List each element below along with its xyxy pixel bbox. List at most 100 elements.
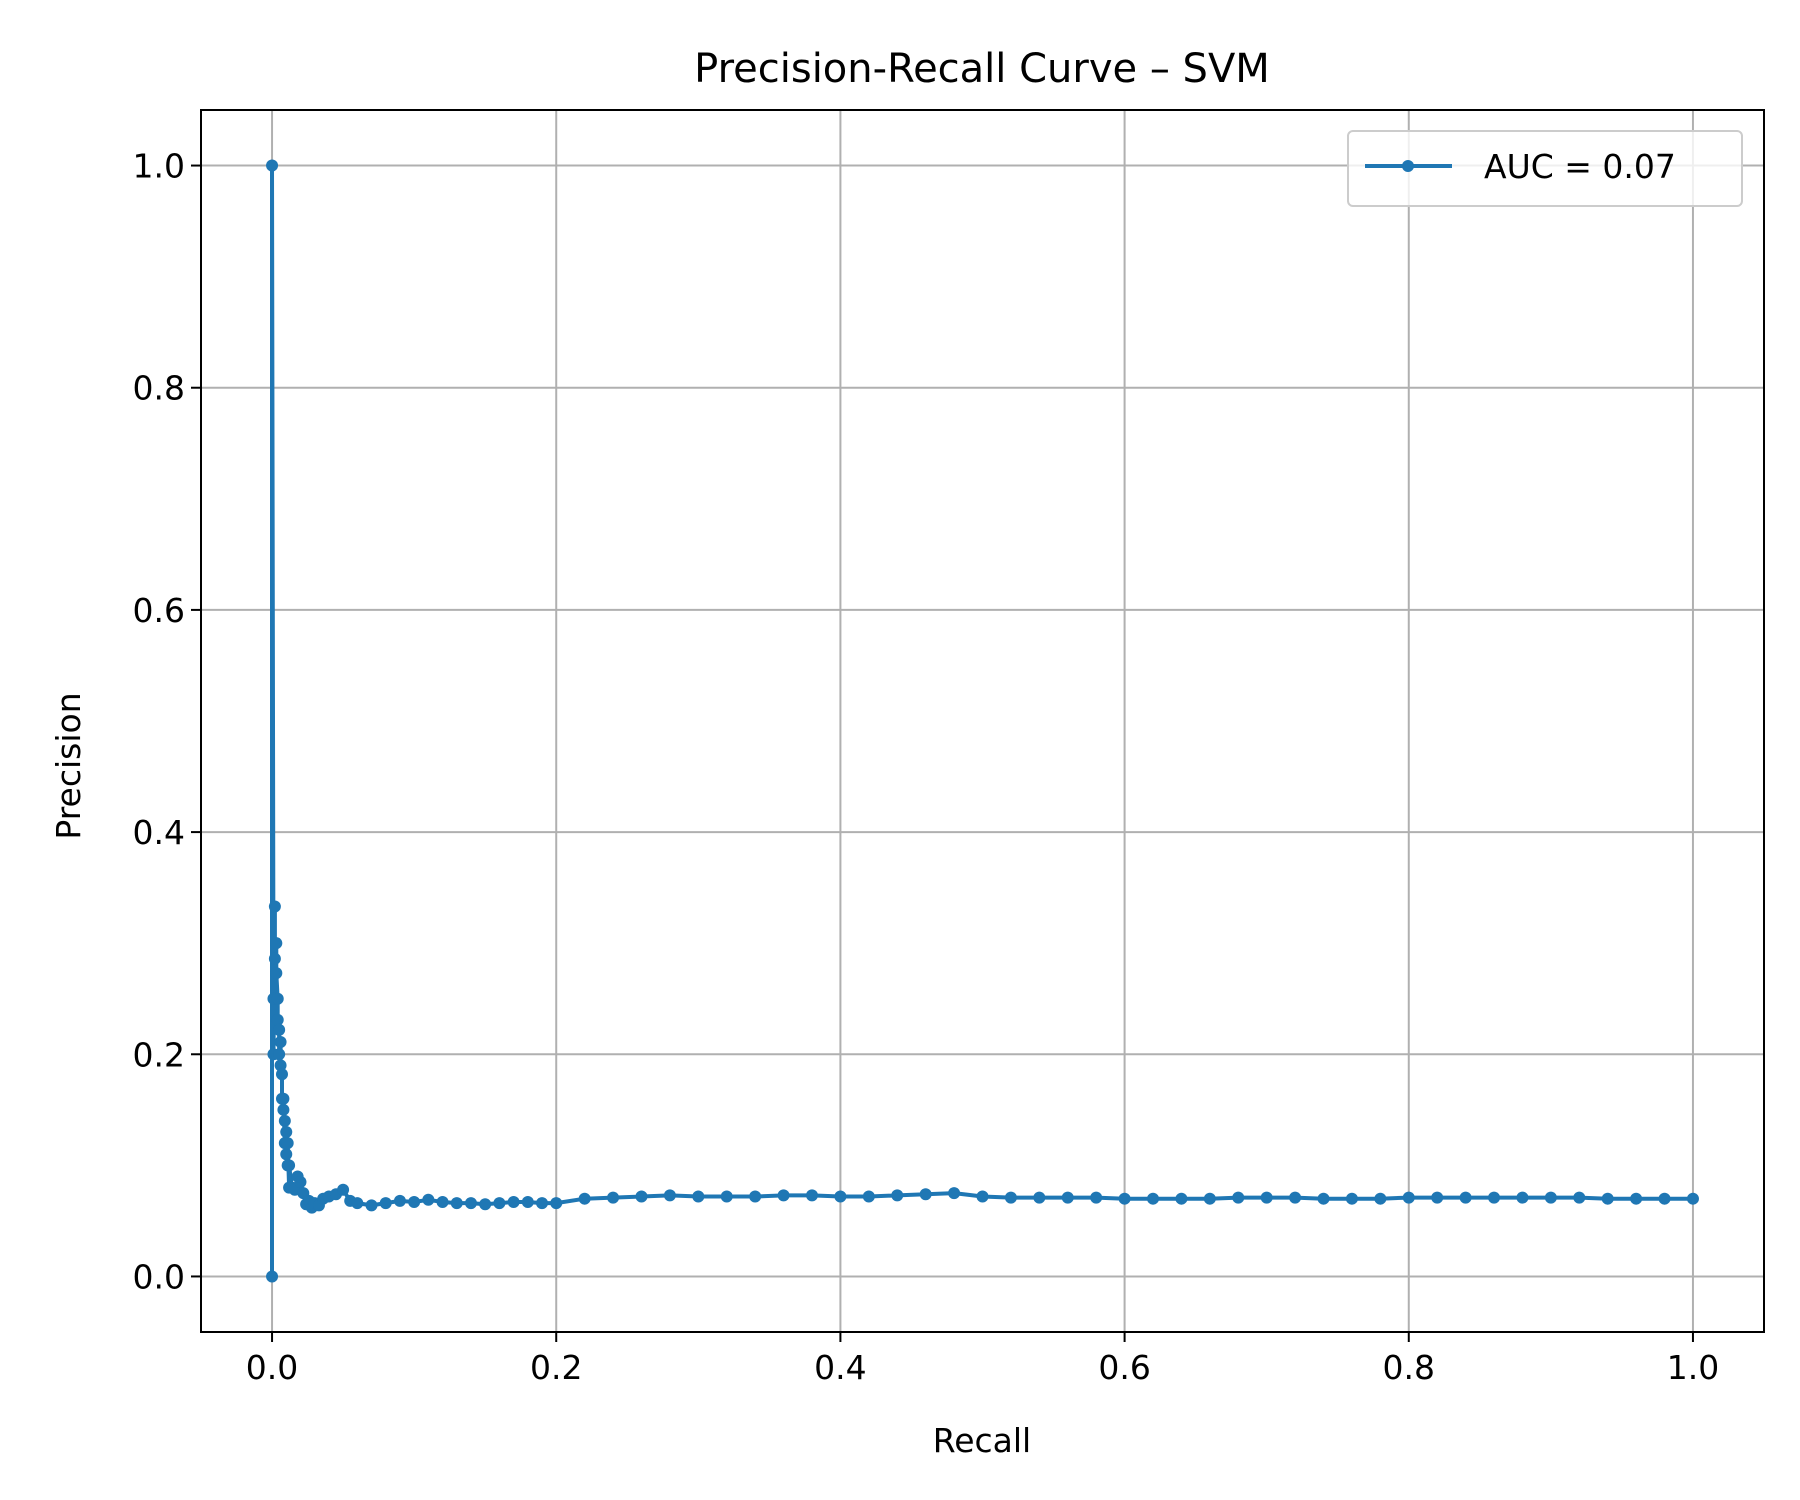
data-point xyxy=(1630,1192,1643,1205)
data-point xyxy=(278,1114,291,1127)
x-tick-label: 0.2 xyxy=(530,1348,582,1387)
data-point xyxy=(749,1190,762,1203)
data-point xyxy=(281,1137,294,1150)
data-point xyxy=(273,1048,286,1061)
plot-area-border xyxy=(200,109,1765,1333)
data-point xyxy=(365,1199,378,1212)
data-point xyxy=(1289,1191,1302,1204)
legend-marker-swatch xyxy=(1402,160,1414,172)
data-point xyxy=(536,1197,549,1210)
data-point xyxy=(271,992,284,1005)
data-point xyxy=(1203,1192,1216,1205)
data-point xyxy=(521,1196,534,1209)
data-point xyxy=(274,1036,287,1049)
axes-frame xyxy=(200,109,1765,1333)
data-point xyxy=(862,1190,875,1203)
data-point xyxy=(1175,1192,1188,1205)
data-point xyxy=(976,1190,989,1203)
data-point xyxy=(277,1092,290,1105)
legend: AUC = 0.07 xyxy=(1347,130,1743,207)
data-point xyxy=(268,952,281,965)
data-point xyxy=(479,1198,492,1211)
data-point xyxy=(607,1191,620,1204)
y-tick-label: 0.6 xyxy=(133,591,185,630)
data-point xyxy=(777,1189,790,1202)
data-point xyxy=(1118,1192,1131,1205)
chart-title: Precision-Recall Curve – SVM xyxy=(694,46,1270,92)
data-point xyxy=(266,1270,279,1283)
data-point xyxy=(422,1193,435,1206)
data-point xyxy=(635,1190,648,1203)
data-point xyxy=(277,1103,290,1116)
x-tick-label: 0.6 xyxy=(1098,1348,1150,1387)
legend-series-label: AUC = 0.07 xyxy=(1484,147,1676,186)
x-axis-title: Recall xyxy=(933,1421,1031,1460)
data-point xyxy=(507,1196,520,1209)
x-tick-label: 0.0 xyxy=(246,1348,298,1387)
data-point xyxy=(578,1192,591,1205)
data-point xyxy=(834,1190,847,1203)
data-point xyxy=(271,1013,284,1026)
y-axis-title: Precision xyxy=(49,692,88,839)
data-point xyxy=(1317,1192,1330,1205)
data-point xyxy=(692,1190,705,1203)
data-point xyxy=(274,1059,287,1072)
data-point xyxy=(1061,1191,1074,1204)
grid-lines xyxy=(201,110,1764,1332)
data-point xyxy=(408,1196,421,1209)
data-point xyxy=(1374,1192,1387,1205)
data-point xyxy=(1601,1192,1614,1205)
y-tick-label: 0.8 xyxy=(133,369,185,408)
y-tick-label: 0.2 xyxy=(133,1035,185,1074)
data-point xyxy=(891,1189,904,1202)
data-point xyxy=(436,1196,449,1209)
data-point xyxy=(275,1068,288,1081)
y-tick-label: 0.4 xyxy=(133,813,185,852)
data-point xyxy=(1459,1191,1472,1204)
data-point xyxy=(1090,1191,1103,1204)
data-point xyxy=(1004,1191,1017,1204)
data-point xyxy=(280,1126,293,1139)
data-point xyxy=(663,1189,676,1202)
x-tick-label: 1.0 xyxy=(1667,1348,1719,1387)
data-point xyxy=(1260,1191,1273,1204)
data-point xyxy=(720,1190,733,1203)
data-point xyxy=(464,1197,477,1210)
data-point xyxy=(1658,1192,1671,1205)
x-tick-label: 0.8 xyxy=(1383,1348,1435,1387)
data-point xyxy=(1345,1192,1358,1205)
x-tick-label: 0.4 xyxy=(814,1348,866,1387)
data-point xyxy=(283,1159,296,1172)
data-point xyxy=(351,1197,364,1210)
data-point xyxy=(1033,1191,1046,1204)
data-point xyxy=(805,1189,818,1202)
data-point xyxy=(1488,1191,1501,1204)
x-tick-labels: 0.0 0.2 0.4 0.6 0.8 1.0 xyxy=(246,1348,1719,1387)
y-tick-label: 1.0 xyxy=(133,147,185,186)
data-point xyxy=(393,1194,406,1207)
data-point xyxy=(1147,1192,1160,1205)
data-point xyxy=(270,967,283,980)
data-point xyxy=(919,1188,932,1201)
data-point xyxy=(270,937,283,950)
data-point xyxy=(1686,1192,1699,1205)
tick-marks xyxy=(191,164,1694,1342)
data-point xyxy=(1232,1191,1245,1204)
data-point xyxy=(450,1197,463,1210)
y-tick-label: 0.0 xyxy=(133,1257,185,1296)
legend-box xyxy=(1347,130,1743,207)
data-point xyxy=(493,1197,506,1210)
data-point xyxy=(1402,1191,1415,1204)
data-point xyxy=(550,1197,563,1210)
data-point xyxy=(379,1197,392,1210)
data-point xyxy=(268,900,281,913)
data-point xyxy=(1431,1191,1444,1204)
data-point xyxy=(948,1187,961,1200)
data-point xyxy=(266,159,279,172)
data-point xyxy=(1544,1191,1557,1204)
data-point xyxy=(294,1176,307,1189)
data-point xyxy=(1573,1191,1586,1204)
y-tick-labels: 0.0 0.2 0.4 0.6 0.8 1.0 xyxy=(133,147,185,1297)
